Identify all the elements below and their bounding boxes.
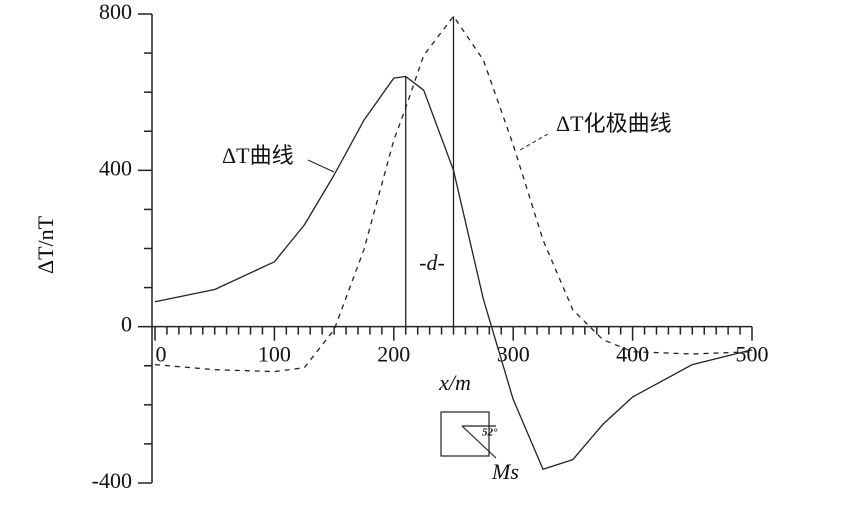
- magnetization-arrow: [461, 425, 497, 459]
- data-line: [154, 15, 753, 373]
- inclination-label: 52°: [482, 427, 498, 439]
- data-line: [154, 75, 753, 470]
- x-tick-label: 400: [616, 342, 649, 367]
- x-axis-label: x/m: [438, 370, 471, 395]
- legend-leader: [307, 159, 335, 173]
- magnetization-label: Ms: [491, 459, 519, 484]
- legend-leader: [519, 133, 549, 151]
- x-tick-label: 200: [377, 342, 410, 367]
- legend-label: ΔT曲线: [222, 143, 294, 168]
- y-axis-label: ΔT/nT: [33, 215, 58, 274]
- y-tick-label: 0: [121, 312, 132, 337]
- legend-label: ΔT化极曲线: [556, 111, 672, 136]
- y-tick-label: -400: [92, 468, 132, 493]
- x-tick-label: 500: [736, 342, 769, 367]
- inclination-box: [440, 411, 490, 457]
- x-tick-label: 100: [258, 342, 291, 367]
- x-tick-label: 300: [497, 342, 530, 367]
- x-tick-label: 0: [156, 342, 167, 367]
- y-tick-label: 400: [99, 155, 132, 180]
- y-tick-label: 800: [99, 0, 132, 24]
- distance-label: -d-: [419, 250, 445, 275]
